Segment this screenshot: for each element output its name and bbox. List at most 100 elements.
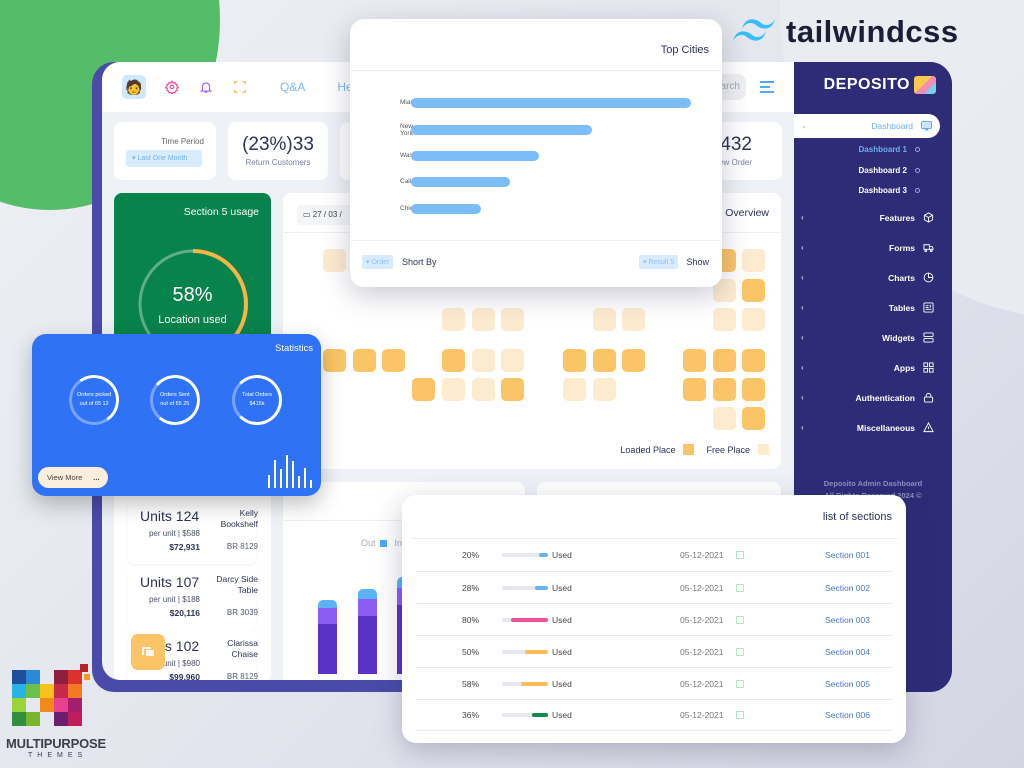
time-period-select[interactable]: ▾ Last One Month xyxy=(126,150,202,167)
city-bar[interactable] xyxy=(411,124,592,135)
sidebar-item-label: Features xyxy=(879,212,915,223)
seat[interactable] xyxy=(683,378,706,401)
seat[interactable] xyxy=(622,349,645,372)
sidebar-item-dashboard[interactable]: ⌄ Dashboard xyxy=(794,114,940,138)
section-row[interactable]: 80% Used 05-12-2021 Section 003 xyxy=(416,603,892,635)
seat[interactable] xyxy=(742,378,765,401)
top-cities-title: Top Cities xyxy=(660,44,709,56)
date-value: 27 / 03 / xyxy=(312,210,342,219)
brand-logo[interactable]: DEPOSITO xyxy=(824,76,936,94)
section-name-link[interactable]: Section 006 xyxy=(825,710,870,720)
seat[interactable] xyxy=(472,349,495,372)
bell-icon[interactable] xyxy=(198,79,214,95)
qa-link[interactable]: Q&A xyxy=(280,80,306,94)
dot-icon xyxy=(915,188,920,193)
seat[interactable] xyxy=(593,349,616,372)
seat[interactable] xyxy=(442,308,465,331)
calendar-icon xyxy=(736,583,744,592)
seat[interactable] xyxy=(323,349,346,372)
orders-sent-ring: Orders Sent out of 65 25 xyxy=(147,372,203,428)
seat[interactable] xyxy=(713,349,736,372)
sidebar-item-charts[interactable]: ‹ Charts xyxy=(794,272,934,283)
unit-card[interactable]: Units 124 per unit | $588 $72,931 Kelly … xyxy=(128,500,258,564)
section-row[interactable]: 58% Used 05-12-2021 Section 005 xyxy=(416,667,892,699)
seat[interactable] xyxy=(501,308,524,331)
section-name-link[interactable]: Section 001 xyxy=(825,550,870,560)
menu-lines-icon[interactable] xyxy=(760,80,774,98)
seat[interactable] xyxy=(323,249,346,272)
seat[interactable] xyxy=(442,378,465,401)
section-row[interactable]: 50% Used 05-12-2021 Section 004 xyxy=(416,635,892,667)
seat[interactable] xyxy=(593,378,616,401)
sidebar-subitem-dashboard-3[interactable]: Dashboard 3 xyxy=(859,186,920,195)
seat[interactable] xyxy=(472,308,495,331)
section-name-link[interactable]: Section 002 xyxy=(825,582,870,593)
seat[interactable] xyxy=(742,308,765,331)
stacked-bar[interactable] xyxy=(358,589,377,674)
seat[interactable] xyxy=(683,349,706,372)
seat[interactable] xyxy=(563,349,586,372)
section-row[interactable]: 36% Used 05-12-2021 Section 006 xyxy=(416,699,892,731)
section-name-link[interactable]: Section 005 xyxy=(825,678,870,689)
section-row[interactable]: 20% Used 05-12-2021 Section 001 xyxy=(416,539,892,571)
sections-list-popup: list of sections 20% Used 05-12-2021 Sec… xyxy=(402,495,906,743)
seat[interactable] xyxy=(382,349,405,372)
date-picker[interactable]: ▭ 27 / 03 / xyxy=(297,205,357,225)
section-usage-card: Section 5 usage 58% Location used xyxy=(114,193,271,359)
seat[interactable] xyxy=(713,308,736,331)
sidebar-item-forms[interactable]: ‹ Forms xyxy=(794,242,934,253)
tailwind-wordmark: tailwindcss xyxy=(786,14,959,49)
top-cities-popup: Top Cities Miami New York Washington Cal… xyxy=(350,19,722,287)
section-percent: 80% xyxy=(462,614,480,625)
seat[interactable] xyxy=(713,378,736,401)
view-more-button[interactable]: View More... xyxy=(38,467,108,488)
seat[interactable] xyxy=(563,378,586,401)
gear-icon[interactable] xyxy=(164,79,180,95)
legend-free-swatch xyxy=(758,444,769,455)
seat[interactable] xyxy=(713,279,736,302)
seat[interactable] xyxy=(622,308,645,331)
sidebar-item-tables[interactable]: ‹ Tables xyxy=(794,302,934,313)
sidebar-item-features[interactable]: ‹ Features xyxy=(794,212,934,223)
sidebar-item-widgets[interactable]: ‹ Widgets xyxy=(794,332,934,343)
seat[interactable] xyxy=(593,308,616,331)
sidebar-subitem-dashboard-1[interactable]: Dashboard 1 xyxy=(859,145,920,154)
unit-card[interactable]: Units 107 per unit | $188 $20,116 Darcy … xyxy=(128,566,258,630)
seat[interactable] xyxy=(412,378,435,401)
warning-icon xyxy=(923,422,934,433)
seat[interactable] xyxy=(501,349,524,372)
chevron-left-icon: ‹ xyxy=(801,333,804,342)
dot-icon xyxy=(915,168,920,173)
order-select[interactable]: ▾ Order xyxy=(362,255,394,269)
result-select[interactable]: ▾ Result 5 xyxy=(639,255,679,269)
seat[interactable] xyxy=(442,349,465,372)
section-name-link[interactable]: Section 004 xyxy=(825,646,870,657)
sidebar-item-apps[interactable]: ‹ Apps xyxy=(794,362,934,373)
fullscreen-icon[interactable] xyxy=(232,79,248,95)
sidebar-item-miscellaneous[interactable]: ‹ Miscellaneous xyxy=(794,422,934,433)
seat[interactable] xyxy=(742,407,765,430)
sidebar-subitem-dashboard-2[interactable]: Dashboard 2 xyxy=(859,166,920,175)
section-name-link[interactable]: Section 003 xyxy=(825,614,870,625)
order-select-value: Order xyxy=(371,259,390,266)
section-row[interactable]: 28% Used 05-12-2021 Section 002 xyxy=(416,571,892,603)
seat[interactable] xyxy=(742,279,765,302)
chat-fab[interactable] xyxy=(131,634,165,670)
stacked-bar[interactable] xyxy=(318,600,337,674)
avatar[interactable]: 🧑 xyxy=(122,75,146,99)
seat[interactable] xyxy=(472,378,495,401)
monitor-icon xyxy=(921,121,932,131)
result-select-value: Result 5 xyxy=(648,259,675,266)
seat[interactable] xyxy=(353,349,376,372)
calendar-icon xyxy=(736,551,744,559)
legend-free-label: Free Place xyxy=(706,444,750,455)
sidebar-item-authentication[interactable]: ‹ Authentication xyxy=(794,392,934,403)
seat[interactable] xyxy=(742,249,765,272)
seat[interactable] xyxy=(501,378,524,401)
seat[interactable] xyxy=(742,349,765,372)
city-bar[interactable] xyxy=(411,176,510,187)
seat[interactable] xyxy=(713,407,736,430)
city-bar[interactable] xyxy=(411,150,539,161)
city-bar[interactable] xyxy=(411,203,481,214)
city-bar[interactable] xyxy=(411,97,691,108)
